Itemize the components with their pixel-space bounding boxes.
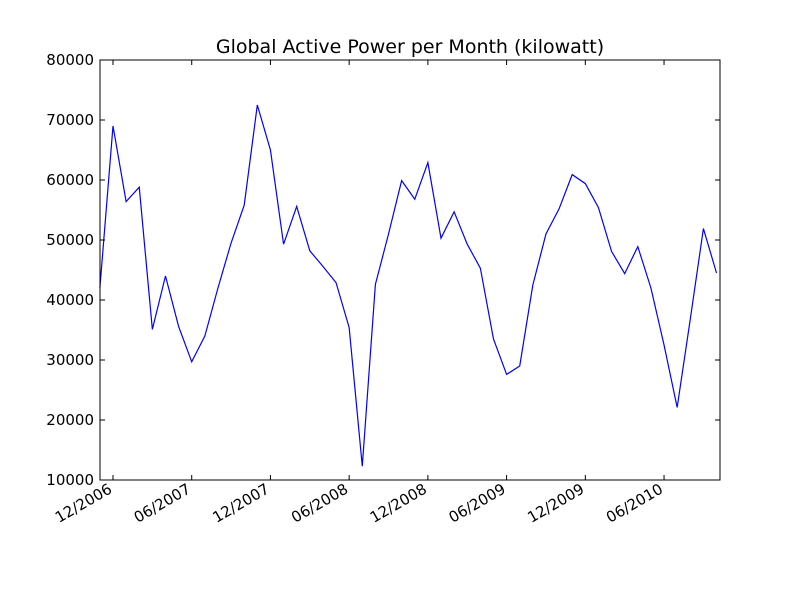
y-tick-label: 50000 (46, 231, 94, 249)
y-tick-label: 40000 (46, 291, 94, 309)
y-tick-label: 60000 (46, 171, 94, 189)
chart-title: Global Active Power per Month (kilowatt) (216, 36, 604, 58)
y-tick-label: 80000 (46, 51, 94, 69)
series-layer (99, 104, 718, 467)
y-tick-label: 30000 (46, 351, 94, 369)
series-line (99, 104, 718, 467)
y-tick-label: 70000 (46, 111, 94, 129)
y-tick-label: 10000 (46, 471, 94, 489)
y-axis: 10000 20000 30000 40000 50000 60000 70000 80000 (46, 51, 720, 489)
y-tick-label: 20000 (46, 411, 94, 429)
plot-area-frame (99, 59, 721, 481)
